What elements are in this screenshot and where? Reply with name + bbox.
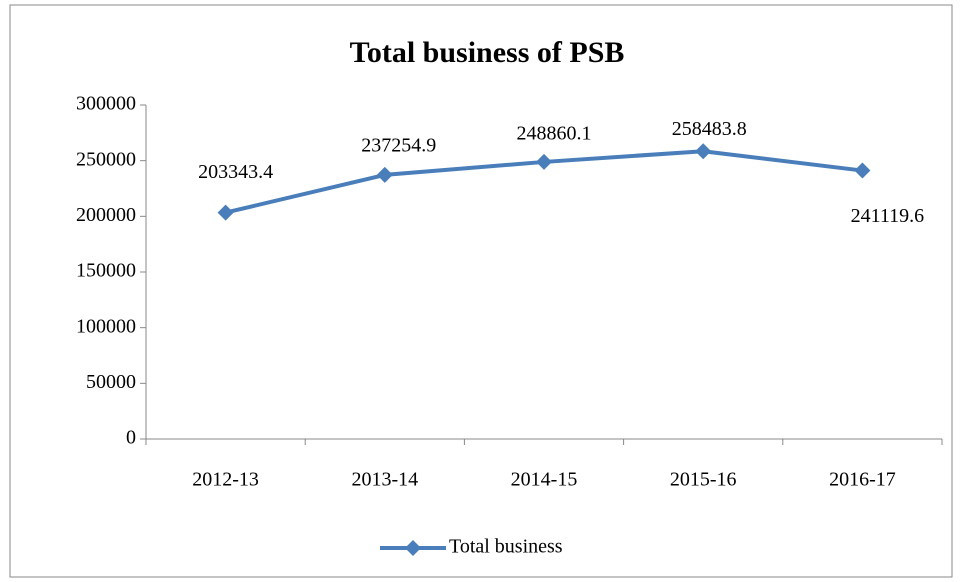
y-tick-label: 200000 xyxy=(76,204,136,226)
marker xyxy=(217,204,234,221)
legend-label: Total business xyxy=(449,536,563,558)
x-tick-label: 2012-13 xyxy=(192,469,259,491)
data-label: 241119.6 xyxy=(851,205,925,227)
y-tick-label: 150000 xyxy=(76,260,136,282)
marker xyxy=(376,166,393,183)
y-tick-label: 300000 xyxy=(76,93,136,115)
data-label: 203343.4 xyxy=(198,161,273,183)
x-tick-label: 2016-17 xyxy=(829,469,896,491)
y-tick-label: 100000 xyxy=(76,315,136,337)
x-tick-label: 2014-15 xyxy=(511,469,578,491)
data-label: 248860.1 xyxy=(517,123,592,145)
data-label: 258483.8 xyxy=(672,118,747,140)
marker xyxy=(695,143,712,160)
legend-marker xyxy=(405,540,421,556)
marker xyxy=(536,153,552,170)
x-tick-label: 2013-14 xyxy=(351,469,418,491)
y-tick-label: 250000 xyxy=(76,148,136,170)
chart-title: Total business of PSB xyxy=(350,36,625,69)
marker xyxy=(854,162,871,179)
y-tick-label: 0 xyxy=(126,427,136,449)
y-tick-label: 50000 xyxy=(86,371,136,393)
x-tick-label: 2015-16 xyxy=(670,469,737,491)
chart-frame xyxy=(9,4,953,578)
data-label: 237254.9 xyxy=(361,134,436,156)
